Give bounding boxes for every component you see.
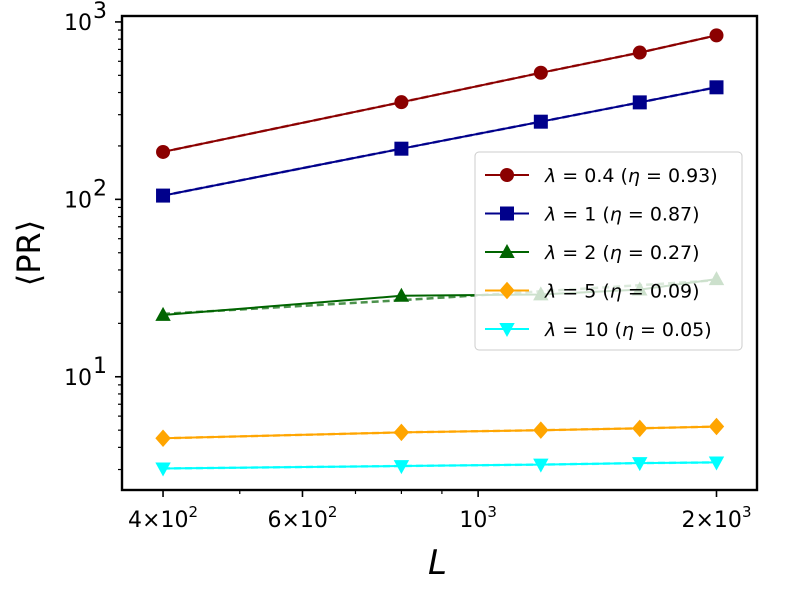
marker-series-1-point-3 [632, 95, 647, 110]
y-tick-label-1: 10 [64, 188, 92, 213]
legend-marker-4 [499, 323, 515, 338]
legend-label-0: λ = 0.4 (η = 0.93) [544, 165, 718, 187]
marker-series-0-point-0 [156, 144, 171, 159]
marker-series-4-point-3 [632, 457, 648, 472]
marker-series-2-point-0 [155, 306, 171, 321]
marker-series-0-point-2 [533, 65, 548, 80]
legend-box [474, 151, 743, 351]
marker-series-4-point-2 [533, 458, 549, 473]
marker-series-4-point-0 [155, 462, 171, 477]
legend-marker-0 [500, 168, 514, 182]
y-tick-label-0: 10 [64, 366, 92, 391]
marker-series-1-point-2 [533, 114, 548, 129]
y-axis-title: ⟨PR⟩ [10, 220, 48, 287]
legend-marker-3 [499, 281, 515, 300]
legend-label-2: λ = 2 (η = 0.27) [544, 242, 700, 264]
legend: λ = 0.4 (η = 0.93) λ = 1 (η = 0.87) λ = 2 … [474, 151, 743, 351]
legend-label-4: λ = 10 (η = 0.05) [544, 319, 712, 341]
plot-frame [120, 14, 759, 492]
data-markers [155, 28, 725, 477]
marker-series-3-point-4 [708, 417, 725, 436]
marker-series-3-point-0 [155, 429, 171, 448]
marker-series-0-point-4 [709, 28, 724, 43]
marker-series-4-point-4 [708, 456, 725, 471]
y-tick-label-2: 10 [64, 11, 92, 36]
marker-series-1-point-1 [394, 141, 409, 156]
legend-label-3: λ = 5 (η = 0.09) [544, 281, 700, 303]
y-tick-exponent-2: 3 [93, 0, 107, 24]
x-axis-title: L [428, 543, 447, 583]
marker-series-1-point-4 [709, 80, 724, 95]
marker-series-1-point-0 [156, 188, 171, 203]
marker-series-4-point-1 [393, 460, 410, 475]
x-tick-label-2: 103 [459, 503, 497, 533]
x-tick-label-1: 6×102 [267, 503, 337, 533]
y-tick-exponent-1: 2 [93, 176, 107, 201]
marker-series-0-point-1 [394, 95, 409, 110]
marker-series-0-point-3 [632, 45, 647, 60]
marker-series-3-point-1 [393, 423, 410, 442]
line-series-4 [162, 461, 717, 470]
y-tick-exponent-0: 1 [93, 354, 107, 379]
legend-marker-1 [500, 206, 514, 221]
marker-series-3-point-3 [632, 419, 648, 438]
legend-label-1: λ = 1 (η = 0.87) [544, 204, 700, 226]
x-tick-label-0: 4×102 [128, 503, 198, 533]
legend-marker-2 [499, 243, 515, 258]
x-tick-label-3: 2×103 [682, 503, 752, 533]
marker-series-2-point-1 [393, 287, 410, 302]
marker-series-3-point-2 [533, 421, 549, 439]
